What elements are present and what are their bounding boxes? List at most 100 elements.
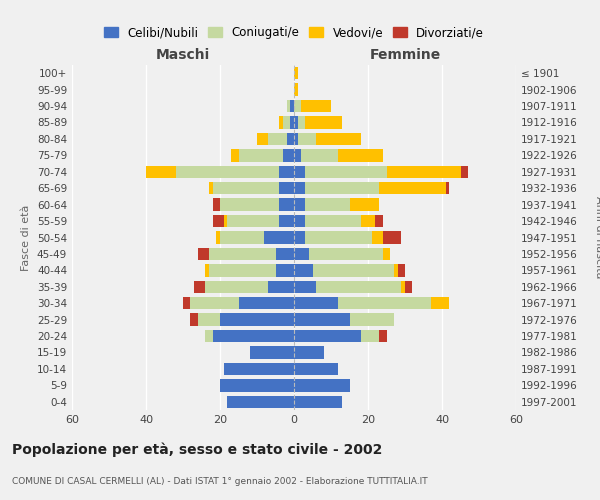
Bar	[265, 232, 294, 243]
Bar	[294, 198, 305, 211]
Bar	[294, 346, 323, 358]
Y-axis label: Fasce di età: Fasce di età	[22, 204, 31, 270]
Bar	[275, 264, 294, 276]
Bar	[401, 280, 405, 293]
Bar	[338, 149, 383, 162]
Bar	[294, 84, 298, 96]
Bar	[250, 346, 294, 358]
Bar	[294, 396, 342, 408]
Bar	[313, 264, 394, 276]
Bar	[349, 198, 379, 211]
Bar	[205, 330, 212, 342]
Bar	[309, 248, 383, 260]
Text: Popolazione per età, sesso e stato civile - 2002: Popolazione per età, sesso e stato civil…	[12, 442, 382, 457]
Bar	[212, 215, 224, 227]
Bar	[209, 264, 275, 276]
Bar	[383, 232, 401, 243]
Bar	[294, 149, 301, 162]
Bar	[294, 330, 361, 342]
Bar	[294, 264, 313, 276]
Bar	[290, 116, 294, 128]
Bar	[279, 166, 294, 178]
Bar	[298, 116, 305, 128]
Bar	[220, 314, 294, 326]
Bar	[239, 297, 294, 310]
Bar	[461, 166, 468, 178]
Bar	[227, 215, 279, 227]
Text: Femmine: Femmine	[370, 48, 440, 62]
Bar	[405, 280, 412, 293]
Bar	[294, 297, 338, 310]
Bar	[190, 297, 239, 310]
Bar	[220, 379, 294, 392]
Bar	[287, 100, 290, 112]
Bar	[294, 379, 349, 392]
Bar	[198, 314, 220, 326]
Bar	[294, 100, 301, 112]
Bar	[283, 116, 290, 128]
Bar	[294, 116, 298, 128]
Bar	[294, 133, 298, 145]
Bar	[301, 100, 331, 112]
Bar	[298, 133, 316, 145]
Bar	[379, 330, 386, 342]
Bar	[287, 133, 294, 145]
Bar	[220, 198, 279, 211]
Bar	[386, 166, 461, 178]
Bar	[361, 215, 376, 227]
Bar	[305, 215, 361, 227]
Bar	[209, 248, 275, 260]
Bar	[294, 280, 316, 293]
Bar	[398, 264, 405, 276]
Bar	[349, 314, 394, 326]
Bar	[305, 166, 386, 178]
Bar	[338, 297, 431, 310]
Bar	[305, 182, 379, 194]
Bar	[379, 182, 446, 194]
Bar	[294, 67, 298, 80]
Bar	[238, 149, 283, 162]
Bar	[372, 232, 383, 243]
Bar	[446, 182, 449, 194]
Bar	[383, 248, 390, 260]
Bar	[305, 198, 349, 211]
Bar	[279, 198, 294, 211]
Bar	[294, 314, 349, 326]
Bar	[275, 248, 294, 260]
Bar	[224, 215, 227, 227]
Bar	[316, 133, 361, 145]
Bar	[198, 248, 209, 260]
Bar	[279, 215, 294, 227]
Bar	[316, 280, 401, 293]
Bar	[279, 116, 283, 128]
Bar	[205, 264, 209, 276]
Bar	[217, 232, 220, 243]
Bar	[301, 149, 338, 162]
Bar	[305, 232, 372, 243]
Bar	[294, 248, 309, 260]
Bar	[212, 198, 220, 211]
Bar	[209, 182, 212, 194]
Bar	[183, 297, 190, 310]
Legend: Celibi/Nubili, Coniugati/e, Vedovi/e, Divorziati/e: Celibi/Nubili, Coniugati/e, Vedovi/e, Di…	[104, 26, 484, 39]
Bar	[224, 363, 294, 375]
Bar	[279, 182, 294, 194]
Text: Maschi: Maschi	[156, 48, 210, 62]
Bar	[294, 166, 305, 178]
Bar	[294, 363, 338, 375]
Bar	[176, 166, 279, 178]
Bar	[146, 166, 176, 178]
Bar	[205, 280, 268, 293]
Bar	[294, 215, 305, 227]
Text: COMUNE DI CASAL CERMELLI (AL) - Dati ISTAT 1° gennaio 2002 - Elaborazione TUTTIT: COMUNE DI CASAL CERMELLI (AL) - Dati IST…	[12, 478, 428, 486]
Bar	[227, 396, 294, 408]
Bar	[376, 215, 383, 227]
Bar	[190, 314, 198, 326]
Bar	[294, 182, 305, 194]
Bar	[212, 182, 279, 194]
Bar	[294, 232, 305, 243]
Bar	[394, 264, 398, 276]
Bar	[194, 280, 205, 293]
Bar	[212, 330, 294, 342]
Bar	[231, 149, 239, 162]
